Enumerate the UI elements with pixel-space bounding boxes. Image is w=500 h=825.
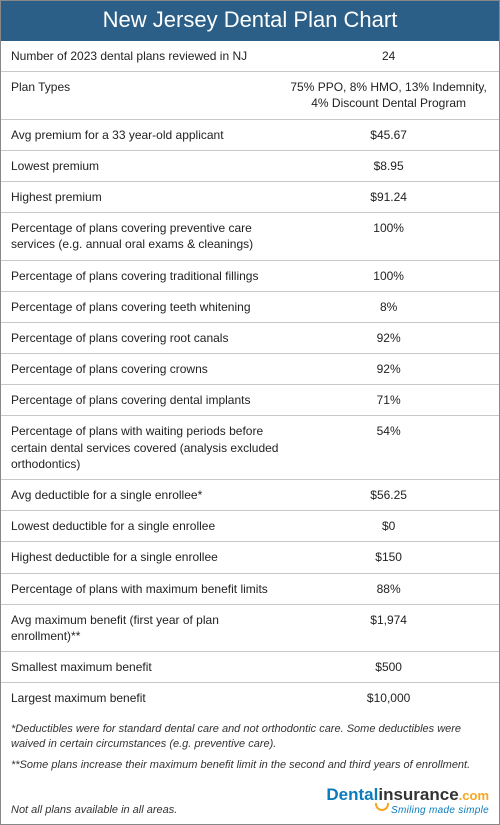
table-row: Percentage of plans covering root canals…	[1, 323, 499, 354]
table-row: Lowest premium$8.95	[1, 151, 499, 182]
row-label: Avg maximum benefit (first year of plan …	[11, 612, 288, 644]
table-row: Percentage of plans covering preventive …	[1, 213, 499, 260]
table-row: Percentage of plans with waiting periods…	[1, 416, 499, 480]
table-row: Avg maximum benefit (first year of plan …	[1, 605, 499, 652]
footnote: **Some plans increase their maximum bene…	[11, 758, 489, 773]
row-label: Number of 2023 dental plans reviewed in …	[11, 48, 288, 64]
row-label: Percentage of plans with waiting periods…	[11, 423, 288, 472]
footnotes: *Deductibles were for standard dental ca…	[1, 714, 499, 784]
table-row: Number of 2023 dental plans reviewed in …	[1, 41, 499, 72]
row-label: Avg premium for a 33 year-old applicant	[11, 127, 288, 143]
table-row: Percentage of plans covering teeth white…	[1, 292, 499, 323]
row-value: 92%	[288, 330, 489, 346]
table-row: Percentage of plans covering traditional…	[1, 261, 499, 292]
row-label: Percentage of plans covering crowns	[11, 361, 288, 377]
logo-part-com: .com	[459, 788, 489, 803]
row-label: Percentage of plans with maximum benefit…	[11, 581, 288, 597]
row-value: 75% PPO, 8% HMO, 13% Indemnity, 4% Disco…	[288, 79, 489, 111]
data-table: Number of 2023 dental plans reviewed in …	[1, 41, 499, 714]
row-value: $8.95	[288, 158, 489, 174]
row-label: Avg deductible for a single enrollee*	[11, 487, 288, 503]
row-label: Highest deductible for a single enrollee	[11, 549, 288, 565]
row-value: 71%	[288, 392, 489, 408]
footnote: *Deductibles were for standard dental ca…	[11, 722, 489, 753]
table-row: Highest premium$91.24	[1, 182, 499, 213]
row-label: Lowest deductible for a single enrollee	[11, 518, 288, 534]
logo-part-insurance: insurance	[378, 785, 458, 804]
row-value: $56.25	[288, 487, 489, 503]
table-row: Avg deductible for a single enrollee*$56…	[1, 480, 499, 511]
table-row: Highest deductible for a single enrollee…	[1, 542, 499, 573]
row-label: Percentage of plans covering traditional…	[11, 268, 288, 284]
table-row: Percentage of plans with maximum benefit…	[1, 574, 499, 605]
row-value: 88%	[288, 581, 489, 597]
table-row: Plan Types75% PPO, 8% HMO, 13% Indemnity…	[1, 72, 499, 119]
table-row: Percentage of plans covering crowns92%	[1, 354, 499, 385]
brand-logo: Dentalinsurance.com Smiling made simple	[326, 786, 489, 816]
footer: Not all plans available in all areas. De…	[1, 784, 499, 824]
row-value: 54%	[288, 423, 489, 439]
chart-title: New Jersey Dental Plan Chart	[1, 1, 499, 41]
row-label: Percentage of plans covering preventive …	[11, 220, 288, 252]
row-value: 100%	[288, 268, 489, 284]
row-value: 24	[288, 48, 489, 64]
row-value: $91.24	[288, 189, 489, 205]
row-label: Plan Types	[11, 79, 288, 95]
row-value: 100%	[288, 220, 489, 236]
row-label: Largest maximum benefit	[11, 690, 288, 706]
smile-icon	[375, 803, 389, 811]
row-value: $10,000	[288, 690, 489, 706]
table-row: Percentage of plans covering dental impl…	[1, 385, 499, 416]
logo-wordmark: Dentalinsurance.com	[326, 786, 489, 803]
row-label: Percentage of plans covering root canals	[11, 330, 288, 346]
row-value: 92%	[288, 361, 489, 377]
row-label: Percentage of plans covering dental impl…	[11, 392, 288, 408]
row-value: $45.67	[288, 127, 489, 143]
table-row: Smallest maximum benefit$500	[1, 652, 499, 683]
row-value: $1,974	[288, 612, 489, 628]
row-value: $150	[288, 549, 489, 565]
logo-tagline: Smiling made simple	[326, 803, 489, 816]
row-value: $500	[288, 659, 489, 675]
row-label: Lowest premium	[11, 158, 288, 174]
row-label: Percentage of plans covering teeth white…	[11, 299, 288, 315]
table-row: Lowest deductible for a single enrollee$…	[1, 511, 499, 542]
table-row: Avg premium for a 33 year-old applicant$…	[1, 120, 499, 151]
logo-tagline-text: Smiling made simple	[391, 805, 489, 816]
table-row: Largest maximum benefit$10,000	[1, 683, 499, 713]
disclaimer: Not all plans available in all areas.	[11, 804, 177, 816]
row-value: 8%	[288, 299, 489, 315]
row-label: Smallest maximum benefit	[11, 659, 288, 675]
row-label: Highest premium	[11, 189, 288, 205]
chart-container: New Jersey Dental Plan Chart Number of 2…	[0, 0, 500, 825]
row-value: $0	[288, 518, 489, 534]
logo-part-dental: Dental	[326, 785, 378, 804]
